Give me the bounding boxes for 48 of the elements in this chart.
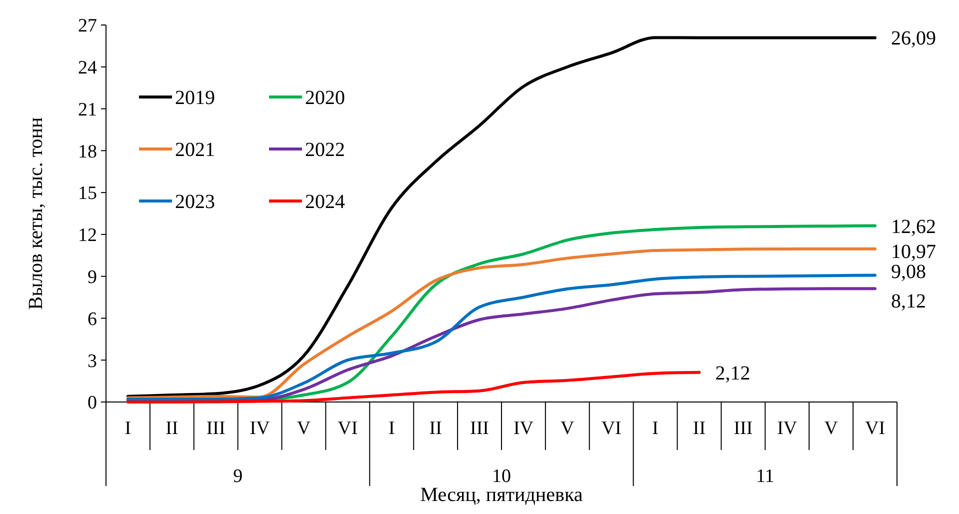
x-tick-label: III <box>206 418 226 439</box>
x-tick-label: I <box>124 418 132 439</box>
x-tick-label: VI <box>864 418 886 439</box>
x-tick-label: IV <box>777 418 798 439</box>
y-tick-label: 9 <box>88 266 97 288</box>
legend-label: 2020 <box>305 87 345 109</box>
y-tick-label: 27 <box>78 16 97 37</box>
data-label: 9,08 <box>891 261 926 284</box>
legend-label: 2021 <box>175 139 215 161</box>
x-tick-label: II <box>429 418 442 439</box>
x-tick-label: IV <box>250 418 270 439</box>
y-tick-label: 15 <box>78 183 97 204</box>
x-tick-label: II <box>166 418 178 439</box>
data-label: 10,97 <box>891 240 936 263</box>
x-tick-label: V <box>824 418 838 439</box>
data-label: 2,12 <box>715 362 750 384</box>
y-tick-label: 24 <box>78 58 98 79</box>
y-tick-label: 18 <box>78 141 97 162</box>
legend-label: 2024 <box>305 191 345 213</box>
data-label: 26,09 <box>891 28 936 50</box>
x-tick-label: IV <box>513 418 534 439</box>
y-tick-label: 3 <box>88 350 97 372</box>
x-tick-label: I <box>388 418 395 439</box>
x-axis-title: Месяц, пятидневка <box>420 484 583 506</box>
text: 10 <box>492 466 511 487</box>
data-label: 12,62 <box>891 216 936 238</box>
line-series <box>126 370 701 404</box>
text: 11 <box>756 466 774 487</box>
line-series <box>126 247 877 400</box>
line-series <box>126 36 877 398</box>
x-tick-label: VI <box>601 418 622 439</box>
x-tick-label: I <box>652 418 658 439</box>
x-tick-label: V <box>560 418 575 439</box>
y-tick-label: 0 <box>88 392 97 414</box>
y-tick-label: 21 <box>78 99 97 120</box>
y-tick-label: 6 <box>88 308 97 330</box>
legend-label: 2019 <box>175 87 215 109</box>
x-tick-label: VI <box>338 418 358 439</box>
y-axis-title: Вылов кеты, тыс. тонн <box>25 117 47 310</box>
x-tick-label: II <box>692 418 706 439</box>
text: 9 <box>233 466 243 487</box>
legend-label: 2023 <box>175 191 215 213</box>
x-tick-label: V <box>296 418 311 439</box>
legend-label: 2022 <box>305 139 345 161</box>
data-label: 8,12 <box>891 290 926 313</box>
x-tick-label: III <box>734 418 753 439</box>
x-tick-label: III <box>470 418 490 439</box>
y-tick-label: 12 <box>78 225 97 246</box>
